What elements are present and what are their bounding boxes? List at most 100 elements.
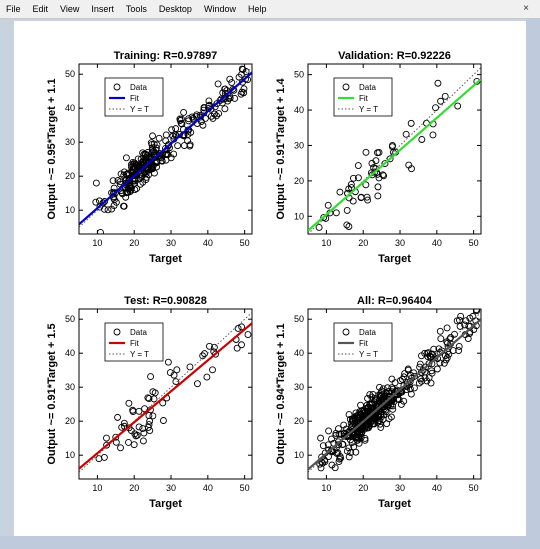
data-point: [184, 130, 192, 138]
data-point: [347, 449, 355, 456]
identity-line: [308, 67, 481, 234]
data-point: [389, 402, 397, 410]
data-point: [214, 80, 222, 88]
data-point: [139, 425, 147, 432]
data-point: [145, 395, 153, 402]
plot-title: Test: R=0.90828: [124, 295, 207, 307]
figure-canvas: 10 20 30 40 50 10 20 30 40 50 Training: R=0.97897 T…: [14, 21, 526, 536]
data-point: [136, 180, 144, 188]
data-point: [366, 412, 374, 420]
data-point: [360, 407, 367, 415]
data-point: [149, 132, 156, 140]
data-point: [374, 183, 382, 191]
y-tick-label: 20: [65, 171, 75, 181]
x-tick-label: 20: [358, 238, 368, 248]
y-axis-label: Output ~= 0.91*Target + 1.4: [275, 77, 287, 219]
data-point: [144, 394, 152, 402]
data-point: [209, 366, 216, 374]
data-point: [226, 75, 234, 83]
menu-view[interactable]: View: [60, 4, 80, 14]
data-point: [242, 75, 250, 83]
x-tick-label: 50: [469, 238, 479, 248]
data-point: [441, 352, 449, 360]
data-point: [423, 349, 431, 357]
y-tick-label: 30: [65, 382, 75, 392]
data-point: [130, 441, 138, 449]
data-point: [209, 114, 217, 122]
menu-insert[interactable]: Insert: [91, 4, 114, 14]
close-icon[interactable]: ×: [523, 3, 529, 14]
y-axis-label: Output ~= 0.94*Target + 1.1: [275, 323, 287, 464]
data-point: [337, 454, 345, 462]
data-point: [427, 353, 435, 361]
data-point: [153, 159, 161, 167]
data-point: [177, 119, 185, 127]
data-point: [424, 353, 432, 361]
legend-label: Data: [130, 328, 147, 337]
data-point: [321, 458, 329, 466]
data-point: [404, 365, 412, 373]
data-point: [457, 312, 465, 320]
data-point: [379, 171, 387, 179]
data-point: [224, 97, 232, 105]
data-point: [319, 442, 327, 450]
data-point: [354, 427, 362, 435]
data-point: [437, 97, 445, 105]
menu-help[interactable]: Help: [247, 4, 267, 14]
data-point: [125, 438, 132, 446]
data-point: [238, 88, 246, 96]
data-point: [210, 343, 218, 351]
data-point: [125, 399, 133, 407]
y-tick-label: 50: [65, 314, 75, 324]
y-tick-label: 20: [65, 416, 75, 426]
data-point: [109, 177, 117, 185]
data-point: [443, 354, 451, 362]
data-point: [101, 198, 109, 205]
menu-edit[interactable]: Edit: [32, 4, 49, 14]
plot-title: Training: R=0.97897: [114, 50, 218, 62]
data-point: [423, 377, 431, 385]
y-tick-label: 50: [294, 314, 304, 324]
data-point: [203, 373, 211, 381]
data-point: [374, 192, 382, 200]
menu-file[interactable]: File: [6, 4, 21, 14]
data-point: [436, 327, 444, 335]
data-point: [436, 359, 444, 367]
data-point: [116, 178, 124, 186]
data-point: [345, 223, 353, 230]
legend: Data Fit Y = T: [333, 77, 393, 117]
data-point: [219, 89, 227, 97]
data-point: [366, 391, 374, 398]
data-point: [388, 143, 396, 151]
plot-2: 10 20 30 40 50 10 20 30 40 50 Test: R=0.90828 Targe…: [46, 295, 253, 510]
data-point: [375, 391, 383, 399]
plot-3: 10 20 30 40 50 10 20 30 40 50 All: R=0.96404 Target…: [275, 295, 482, 510]
window-frame-right: [526, 18, 540, 549]
data-point: [454, 102, 462, 110]
menu-desktop[interactable]: Desktop: [158, 4, 192, 14]
y-axis-label: Output ~= 0.91*Target + 1.5: [46, 323, 58, 464]
data-point: [380, 172, 388, 180]
data-point: [132, 432, 140, 440]
data-point: [186, 141, 194, 149]
data-point: [228, 79, 236, 86]
data-point: [233, 344, 241, 352]
data-point: [99, 199, 107, 207]
y-tick-label: 50: [65, 69, 75, 79]
data-point: [400, 373, 408, 381]
y-tick-label: 30: [294, 140, 304, 150]
data-point: [201, 350, 208, 358]
data-point: [343, 206, 351, 214]
menu-window[interactable]: Window: [203, 4, 236, 14]
data-point: [373, 395, 381, 403]
menu-tools[interactable]: Tools: [125, 4, 147, 14]
data-point: [216, 97, 224, 104]
data-point: [147, 373, 155, 381]
plot-1: 10 20 30 40 50 10 20 30 40 50 Validation: R=0.9222…: [275, 50, 482, 265]
x-axis-label: Target: [378, 498, 411, 510]
data-point: [455, 347, 463, 354]
legend-data-marker: [113, 83, 121, 91]
y-tick-label: 40: [65, 103, 75, 113]
data-point: [320, 214, 328, 221]
data-point: [178, 115, 185, 123]
